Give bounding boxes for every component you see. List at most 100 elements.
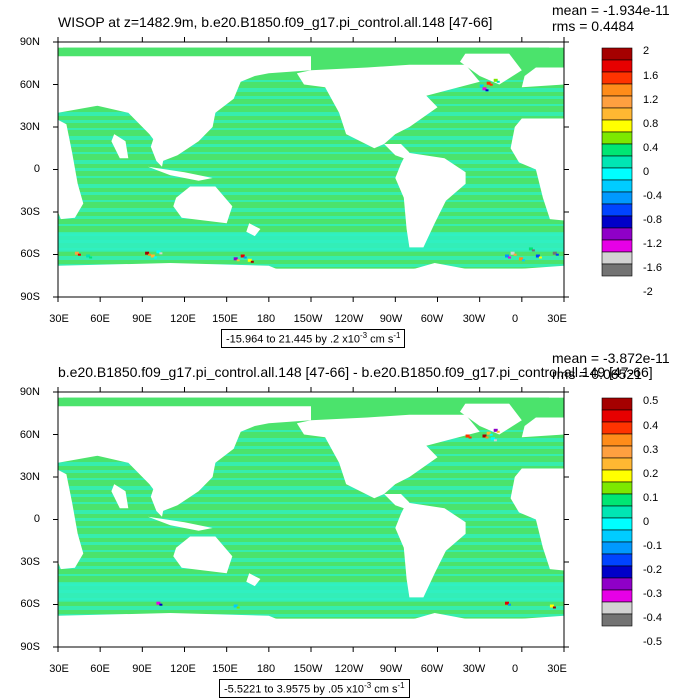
lon-label: 150W: [293, 313, 323, 325]
colorbar-swatch: [601, 589, 633, 603]
anomaly-speck: [243, 256, 247, 259]
anomaly-speck: [156, 250, 161, 254]
landmass-greenland: [460, 401, 522, 435]
anomaly-speck: [528, 247, 533, 251]
colorbar-swatch: [601, 227, 633, 241]
texture-band: [58, 184, 564, 188]
contour-range-box: -5.5221 to 3.9575 by .05 x10-3 cm s-1: [219, 679, 410, 698]
lon-label: 90W: [379, 313, 403, 325]
contour-range-box: -15.964 to 21.445 by .2 x10-3 cm s-1: [221, 329, 406, 348]
anomaly-speck: [508, 603, 511, 606]
colorbar-label: 2: [643, 45, 650, 57]
texture-band: [58, 614, 564, 617]
anomaly-speck: [505, 601, 509, 605]
colorbar-swatch: [601, 215, 633, 229]
landmass-new-zealand: [246, 573, 261, 587]
anomaly-speck: [250, 260, 254, 263]
texture-band: [58, 216, 564, 219]
mean-stat: mean = -3.872e-11: [552, 350, 670, 366]
texture-band: [58, 462, 564, 466]
lat-label: 30N: [19, 471, 40, 483]
lon-label: 60W: [420, 313, 444, 325]
texture-band: [58, 502, 564, 504]
anomaly-speck: [86, 254, 91, 258]
map-plot: [53, 387, 633, 652]
anomaly-speck: [538, 256, 542, 259]
landmass-north-america: [296, 414, 480, 499]
colorbar: [601, 397, 633, 627]
texture-band: [58, 176, 564, 178]
colorbar-swatch: [601, 119, 633, 133]
colorbar-label: 0.1: [643, 492, 659, 504]
colorbar-swatch: [601, 143, 633, 157]
lon-label: 120W: [334, 663, 364, 675]
anomaly-speck: [482, 434, 487, 438]
anomaly-speck: [519, 257, 523, 261]
range-unit: cm s: [371, 683, 398, 696]
texture-band: [58, 160, 564, 164]
colorbar-swatch: [601, 481, 633, 495]
anomaly-speck: [552, 251, 557, 255]
landmass-europe: [521, 417, 564, 438]
map-plot: [53, 37, 633, 302]
colorbar-label: 1.2: [643, 94, 659, 106]
lat-label: 60S: [20, 248, 40, 260]
landmass-europe: [521, 67, 564, 88]
landmass-africa-east: [510, 118, 564, 221]
lon-label: 30W: [462, 313, 486, 325]
landmass-new-zealand: [246, 223, 261, 237]
texture-band: [58, 542, 564, 545]
landmass-south-america: [395, 502, 466, 598]
antarctic-mask: [58, 618, 564, 647]
texture-band: [58, 256, 564, 260]
colorbar-swatch: [601, 131, 633, 145]
colorbar-swatch: [601, 83, 633, 97]
colorbar-swatch: [601, 613, 633, 627]
colorbar-swatch: [601, 565, 633, 579]
colorbar-label: -0.3: [643, 588, 662, 600]
anomaly-speck: [508, 256, 511, 259]
colorbar-swatch: [601, 553, 633, 567]
anomaly-speck: [465, 434, 470, 438]
texture-band: [58, 112, 564, 116]
anomaly-speck: [549, 604, 554, 608]
colorbar-label: -2: [643, 286, 653, 298]
landmass-africa-west: [58, 469, 84, 570]
colorbar-swatch: [601, 493, 633, 507]
lon-label: 90E: [132, 663, 152, 675]
range-exponent: -3: [364, 681, 372, 690]
lon-label: 60E: [90, 313, 110, 325]
colorbar-swatch: [601, 167, 633, 181]
lat-label: 60N: [19, 429, 40, 441]
lon-label: 120E: [170, 313, 196, 325]
colorbar-swatch: [601, 179, 633, 193]
landmass-indochina: [150, 138, 165, 167]
lon-label: 180: [256, 663, 276, 675]
lon-label: 90W: [379, 663, 403, 675]
texture-band: [58, 438, 564, 442]
anomaly-speck: [77, 253, 81, 256]
colorbar-swatch: [601, 191, 633, 205]
texture-band: [58, 454, 564, 456]
texture-band: [58, 128, 564, 130]
range-unit: cm s: [367, 333, 394, 346]
anomaly-speck: [156, 601, 161, 605]
colorbar-swatch: [601, 203, 633, 217]
colorbar-swatch: [601, 95, 633, 109]
texture-band: [58, 526, 564, 528]
lon-label: 180: [256, 313, 276, 325]
southern-ocean-band: [58, 233, 564, 252]
landmass-japan: [198, 457, 216, 472]
lon-label: 60W: [420, 663, 444, 675]
anomaly-speck: [505, 254, 509, 258]
arctic-ocean-strip: [63, 397, 549, 404]
lat-label: 0: [33, 513, 40, 525]
range-unit-exponent: -1: [393, 331, 401, 340]
lat-label: 60S: [20, 598, 40, 610]
colorbar-swatch: [601, 155, 633, 169]
anomaly-speck: [555, 253, 559, 256]
texture-band: [58, 550, 564, 552]
anomaly-specks: [74, 78, 559, 263]
landmass-japan: [198, 107, 216, 122]
landmass-africa-east: [510, 468, 564, 571]
